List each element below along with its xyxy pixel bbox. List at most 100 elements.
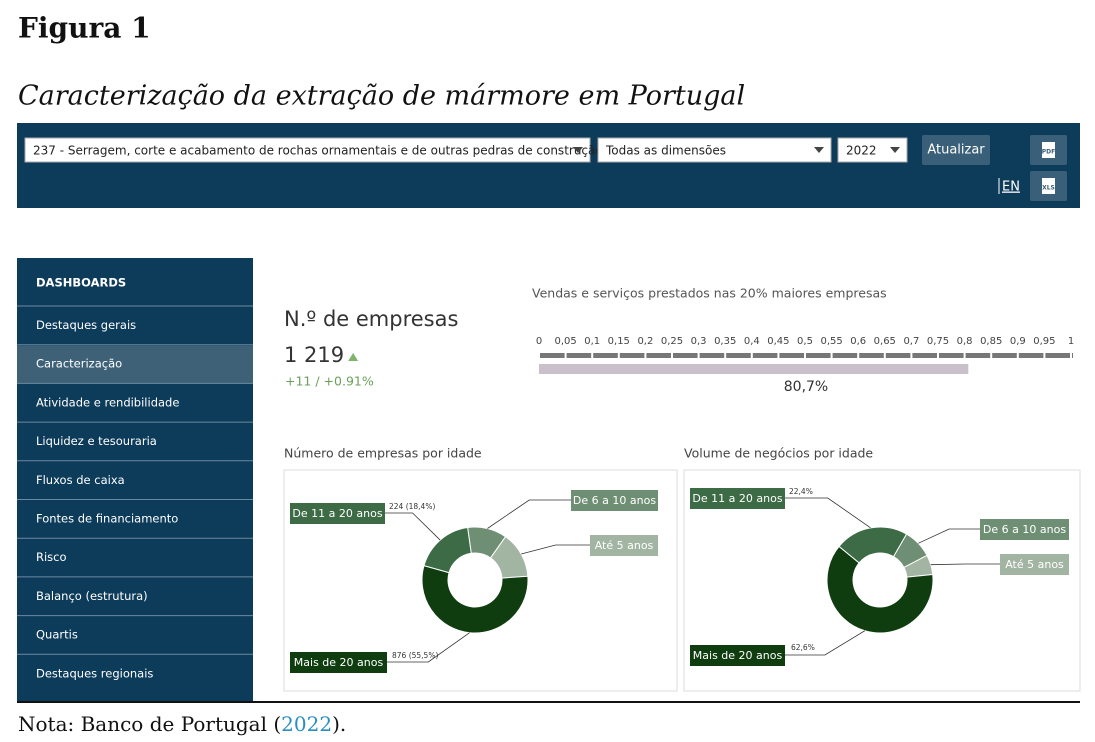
legend-label: Mais de 20 anos [294, 656, 384, 669]
value-label: 22,4% [789, 487, 813, 496]
tick-segment [806, 353, 831, 358]
legend-box [290, 503, 385, 524]
legend-box [690, 645, 785, 666]
legend-box [590, 535, 658, 556]
donut-segment [826, 545, 934, 634]
x-tick-label: 0,3 [691, 336, 707, 347]
x-tick-label: 0,25 [661, 336, 683, 347]
x-tick-label: 0,65 [874, 336, 896, 347]
header-bar [17, 123, 1080, 208]
sidebar-item[interactable]: Destaques gerais [36, 318, 136, 332]
x-tick-label: 0,6 [850, 336, 866, 347]
kpi-trend-up [348, 353, 359, 361]
dropdown-label: 237 - Serragem, corte e acabamento de ro… [33, 144, 603, 158]
sidebar-item[interactable]: Liquidez e tesouraria [36, 434, 157, 448]
kpi-value: 1 219 [284, 343, 344, 367]
update-button-label: Atualizar [927, 143, 985, 158]
callout-line [785, 497, 871, 529]
bar [539, 364, 969, 374]
dropdown[interactable] [837, 137, 908, 163]
note-link[interactable]: 2022 [281, 712, 332, 736]
tick-segment [859, 353, 884, 358]
callout-line [487, 499, 571, 529]
sidebar-item[interactable]: Quartis [36, 628, 78, 642]
tick-segment [1045, 353, 1070, 358]
tick-segment [1072, 353, 1073, 358]
tick-segment [619, 353, 645, 358]
chart-title: Número de empresas por idade [284, 446, 482, 461]
value-label: 80,7% [784, 379, 828, 395]
legend-box [290, 652, 387, 673]
language-link[interactable]: EN [1002, 180, 1020, 195]
x-tick-label: 0,9 [1010, 336, 1026, 347]
legend-box [980, 519, 1069, 540]
kpi-title: N.º de empresas [284, 307, 458, 331]
legend-box [1000, 554, 1069, 575]
x-tick-label: 0,15 [608, 336, 630, 347]
x-tick-label: 0,55 [820, 336, 842, 347]
donut-segment [423, 526, 472, 574]
sidebar-item[interactable]: Balanço (estrutura) [36, 589, 148, 603]
tick-segment [699, 353, 725, 358]
x-tick-label: 0,95 [1033, 336, 1055, 347]
figure-caption: Caracterização da extração de mármore em… [18, 81, 745, 112]
tick-segment [566, 353, 592, 358]
x-tick-label: 0 [536, 336, 542, 347]
tick-segment [540, 353, 565, 358]
sidebar-item[interactable]: Destaques regionais [36, 666, 153, 680]
sidebar-item[interactable]: Risco [36, 550, 67, 564]
x-tick-label: 0,05 [554, 336, 576, 347]
dropdown-label: Todas as dimensões [605, 144, 726, 158]
export-doc [1042, 178, 1055, 194]
sidebar-item[interactable]: Fluxos de caixa [36, 473, 125, 487]
sidebar-item[interactable]: Caracterização [36, 357, 122, 371]
tick-segment [992, 353, 1017, 358]
x-tick-label: 0,2 [637, 336, 653, 347]
export-doc [1042, 142, 1055, 158]
dropdown[interactable] [597, 137, 832, 163]
gauge-title: Vendas e serviços prestados nas 20% maio… [532, 286, 887, 301]
tick-segment [885, 353, 911, 358]
dropdown-arrow [890, 147, 900, 153]
tick-segment [646, 353, 671, 358]
sidebar-heading: DASHBOARDS [36, 276, 126, 290]
sidebar-item[interactable]: Atividade e rendibilidade [36, 395, 179, 409]
x-tick-label: 0,4 [744, 336, 760, 347]
legend-label: De 6 a 10 anos [983, 523, 1066, 536]
donut-segment [838, 526, 908, 564]
tick-segment [673, 353, 698, 358]
callout-line [387, 632, 470, 663]
callout-line [930, 563, 1000, 566]
dropdown[interactable] [24, 137, 591, 163]
legend-label: De 11 a 20 anos [692, 492, 782, 505]
x-tick-label: 1 [1068, 336, 1074, 347]
tick-segment [752, 353, 778, 358]
dropdown-arrow [573, 147, 583, 153]
sidebar-item[interactable]: Fontes de financiamento [36, 512, 178, 526]
x-tick-label: 0,75 [927, 336, 949, 347]
legend-label: De 6 a 10 anos [573, 494, 656, 507]
tick-segment [832, 353, 858, 358]
tick-segment [779, 353, 804, 358]
export-icon-label: XLS [1042, 185, 1055, 192]
dropdown-arrow [814, 147, 824, 153]
chart-title: Volume de negócios por idade [684, 446, 873, 461]
update-button[interactable] [922, 135, 990, 165]
x-tick-label: 0,85 [980, 336, 1002, 347]
callout-line [385, 512, 441, 541]
x-tick-label: 0,45 [767, 336, 789, 347]
tick-segment [593, 353, 618, 358]
legend-box [571, 490, 658, 511]
dropdown-label: 2022 [846, 144, 877, 158]
legend-box [690, 488, 785, 509]
legend-label: Até 5 anos [595, 539, 654, 552]
tick-segment [939, 353, 964, 358]
figure-note: Nota: Banco de Portugal (2022). [18, 712, 346, 736]
figure-label: Figura 1 [18, 12, 151, 45]
sidebar-active [17, 345, 253, 384]
x-tick-label: 0,5 [797, 336, 813, 347]
value-label: 62,6% [791, 643, 815, 652]
note-suffix: ). [332, 712, 346, 736]
x-tick-label: 0,8 [957, 336, 973, 347]
